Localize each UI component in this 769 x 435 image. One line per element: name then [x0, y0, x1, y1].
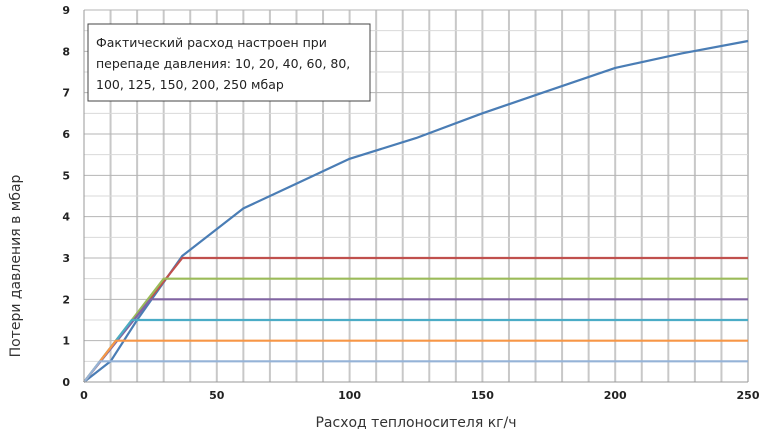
series-line-3: [83, 277, 748, 383]
annotation-line-3: 100, 125, 150, 200, 250 мбар: [96, 77, 284, 92]
series-line-7: [83, 360, 748, 383]
annotation-line-2: перепаде давления: 10, 20, 40, 60, 80,: [96, 56, 350, 71]
y-tick-label: 6: [62, 128, 70, 141]
y-axis-title: Потери давления в мбар: [8, 174, 24, 357]
y-tick-label: 7: [62, 87, 70, 100]
y-tick-label: 2: [62, 293, 70, 306]
y-tick-label: 9: [62, 4, 70, 17]
y-tick-label: 0: [62, 376, 70, 389]
x-tick-label: 250: [737, 389, 760, 402]
y-tick-label: 8: [62, 45, 70, 58]
y-tick-labels: 0 1 2 3 4 5 6 7 8 9: [62, 4, 70, 389]
series-group: [83, 39, 749, 383]
y-tick-label: 5: [62, 169, 70, 182]
y-tick-label: 1: [62, 335, 70, 348]
x-tick-label: 150: [471, 389, 494, 402]
axes: [83, 10, 748, 383]
x-tick-label: 0: [80, 389, 88, 402]
x-tick-labels: 0 50 100 150 200 250: [80, 389, 760, 402]
x-axis-title: Расход теплоносителя кг/ч: [315, 415, 516, 431]
x-tick-label: 200: [604, 389, 627, 402]
series-line-5: [83, 318, 748, 383]
x-tick-label: 100: [338, 389, 361, 402]
x-tick-label: 50: [209, 389, 225, 402]
annotation-box: Фактический расход настроен при перепаде…: [87, 23, 371, 102]
annotation-line-1: Фактический расход настроен при: [96, 35, 327, 50]
annotation-frame: [87, 23, 371, 102]
y-tick-label: 3: [62, 252, 70, 265]
y-tick-label: 4: [62, 211, 70, 224]
